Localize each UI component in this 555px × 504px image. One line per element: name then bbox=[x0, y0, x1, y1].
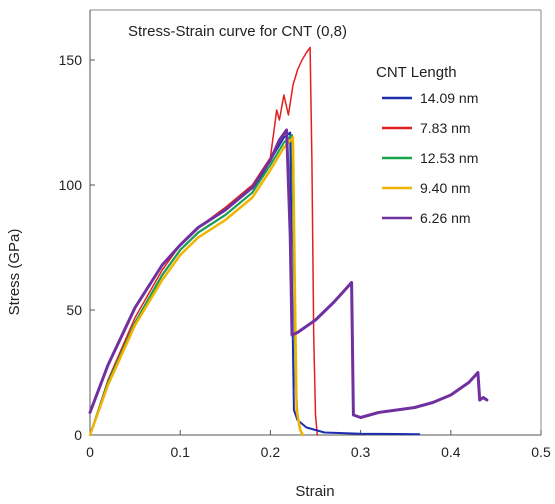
legend-label: 7.83 nm bbox=[420, 120, 471, 136]
y-ticks: 0 50 100 150 bbox=[59, 52, 95, 443]
y-axis-title: Stress (GPa) bbox=[6, 229, 23, 316]
legend: CNT Length 14.09 nm 7.83 nm 12.53 nm 9.40 n… bbox=[376, 64, 478, 226]
series-line-14-09-nm bbox=[89, 131, 421, 436]
plot-frame bbox=[89, 9, 542, 436]
y-tick-label: 150 bbox=[59, 52, 83, 68]
x-tick-label: 0.3 bbox=[351, 444, 371, 460]
x-tick-label: 0.2 bbox=[261, 444, 281, 460]
x-tick-label: 0.1 bbox=[170, 444, 190, 460]
x-ticks: 0 0.1 0.2 0.3 0.4 0.5 bbox=[86, 430, 551, 460]
series-line-6-26-nm bbox=[88, 128, 489, 419]
x-axis-title: Strain bbox=[295, 483, 334, 500]
series-line-7-83-nm bbox=[89, 46, 319, 436]
legend-label: 12.53 nm bbox=[420, 150, 478, 166]
y-tick-label: 0 bbox=[74, 427, 82, 443]
x-tick-label: 0.4 bbox=[441, 444, 461, 460]
legend-label: 6.26 nm bbox=[420, 210, 471, 226]
y-tick-label: 100 bbox=[59, 177, 83, 193]
series-group bbox=[88, 46, 489, 437]
legend-label: 14.09 nm bbox=[420, 90, 478, 106]
series-line-9-40-nm bbox=[88, 136, 305, 437]
y-tick-label: 50 bbox=[66, 302, 82, 318]
legend-label: 9.40 nm bbox=[420, 180, 471, 196]
x-tick-label: 0 bbox=[86, 444, 94, 460]
series-line-12-53-nm bbox=[89, 134, 304, 436]
chart-title: Stress-Strain curve for CNT (0,8) bbox=[128, 23, 347, 40]
legend-title: CNT Length bbox=[376, 64, 457, 81]
x-tick-label: 0.5 bbox=[531, 444, 551, 460]
